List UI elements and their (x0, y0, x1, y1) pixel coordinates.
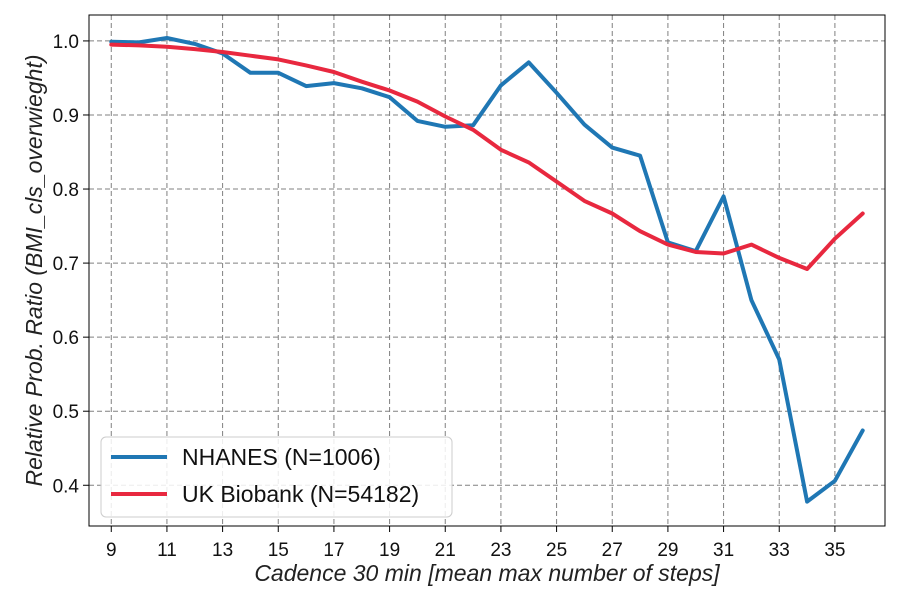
plot-frame (88, 14, 886, 527)
x-tick-label: 29 (657, 540, 678, 561)
y-tick-label: 0.7 (53, 254, 79, 275)
x-tick-label: 13 (212, 540, 233, 561)
legend-box (100, 436, 453, 518)
y-tick-label: 0.5 (53, 402, 79, 423)
x-tick-label: 27 (602, 540, 623, 561)
x-tick-label: 15 (268, 540, 289, 561)
x-tick-label: 21 (435, 540, 456, 561)
series-line-0 (109, 36, 865, 504)
y-tick-label: 1.0 (53, 32, 79, 53)
x-tick-label: 25 (546, 540, 567, 561)
x-tick-label: 19 (379, 540, 400, 561)
y-tick-label: 0.9 (53, 106, 79, 127)
x-tick-label: 35 (824, 540, 845, 561)
legend-label-1: UK Biobank (N=54182) (182, 481, 419, 507)
legend: NHANES (N=1006) UK Biobank (N=54182) (100, 436, 453, 518)
x-tick-label: 33 (769, 540, 790, 561)
x-tick-label: 23 (490, 540, 511, 561)
x-tick-label: 31 (713, 540, 734, 561)
series-lines (109, 36, 865, 504)
legend-label-0: NHANES (N=1006) (182, 444, 381, 470)
x-tick-label: 17 (323, 540, 344, 561)
y-tick-label: 0.6 (53, 328, 79, 349)
y-axis-title: Relative Prob. Ratio (BMI_cls_overwieght… (21, 54, 47, 486)
x-tick-label: 11 (157, 540, 177, 561)
series-line-1 (109, 42, 865, 271)
x-axis-title: Cadence 30 min [mean max number of steps… (254, 560, 720, 586)
y-tick-label: 0.8 (53, 180, 79, 201)
y-tick-label: 0.4 (53, 476, 80, 497)
x-tick-label: 9 (106, 540, 117, 561)
axis-ticks: 9 11 13 15 17 19 21 23 25 27 29 31 33 35 0.4 0.5 0.6 0.7 0… (53, 32, 846, 561)
